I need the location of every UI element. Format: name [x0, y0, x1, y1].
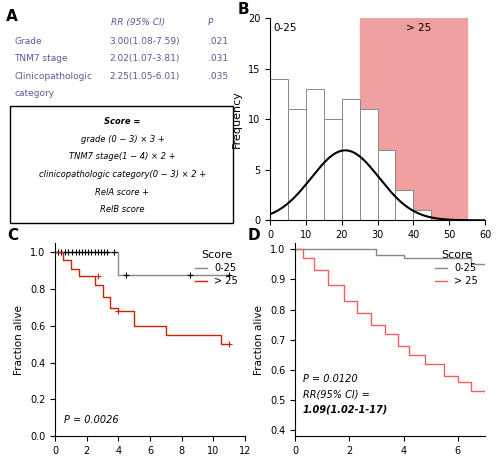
Text: > 25: > 25 [406, 23, 431, 34]
Bar [414, 210, 432, 220]
Bar [360, 18, 467, 220]
Bar [396, 190, 413, 220]
Text: D: D [248, 228, 260, 243]
Text: RR(95% CI) =: RR(95% CI) = [302, 390, 370, 399]
Bar [324, 119, 342, 220]
Text: B: B [238, 2, 250, 17]
Y-axis label: Frequency: Frequency [232, 90, 242, 148]
Text: TNM7 stage(1 − 4) × 2 +: TNM7 stage(1 − 4) × 2 + [69, 152, 176, 162]
Text: 2.25(1.05-6.01): 2.25(1.05-6.01) [109, 72, 180, 81]
Text: A: A [6, 9, 17, 24]
Bar [378, 150, 396, 220]
Bar [288, 109, 306, 220]
Bar [306, 89, 324, 220]
Text: 0-25: 0-25 [274, 23, 297, 34]
Text: TNM7 stage: TNM7 stage [14, 55, 68, 63]
Text: P = 0.0026: P = 0.0026 [64, 414, 119, 425]
Text: grade (0 − 3) × 3 +: grade (0 − 3) × 3 + [80, 135, 164, 144]
Y-axis label: Fraction alive: Fraction alive [14, 305, 24, 375]
Text: category: category [14, 89, 54, 98]
Text: RelB score: RelB score [100, 206, 145, 214]
Bar [270, 79, 288, 220]
Text: P = 0.0120: P = 0.0120 [302, 374, 357, 384]
X-axis label: Score: Score [362, 246, 393, 256]
Legend: 0-25, > 25: 0-25, > 25 [193, 248, 240, 288]
Text: P: P [208, 18, 214, 27]
Text: clinicopathologic category(0 − 3) × 2 +: clinicopathologic category(0 − 3) × 2 + [39, 170, 206, 179]
Y-axis label: Fraction alive: Fraction alive [254, 305, 264, 375]
Text: RelA score +: RelA score + [96, 188, 150, 197]
Text: 2.02(1.07-3.81): 2.02(1.07-3.81) [109, 55, 180, 63]
Text: .035: .035 [208, 72, 228, 81]
Bar [360, 109, 378, 220]
Text: Score =: Score = [104, 117, 141, 126]
Legend: 0-25, > 25: 0-25, > 25 [433, 248, 480, 288]
Text: C: C [8, 228, 18, 243]
Text: Grade: Grade [14, 37, 42, 46]
Text: 3.00(1.08-7.59): 3.00(1.08-7.59) [109, 37, 180, 46]
Text: Clinicopathologic: Clinicopathologic [14, 72, 92, 81]
Text: 1.09(1.02-1-17): 1.09(1.02-1-17) [302, 405, 388, 415]
Bar [342, 99, 359, 220]
Text: .021: .021 [208, 37, 228, 46]
FancyBboxPatch shape [10, 106, 233, 223]
Text: RR (95% CI): RR (95% CI) [112, 18, 166, 27]
Text: .031: .031 [208, 55, 228, 63]
